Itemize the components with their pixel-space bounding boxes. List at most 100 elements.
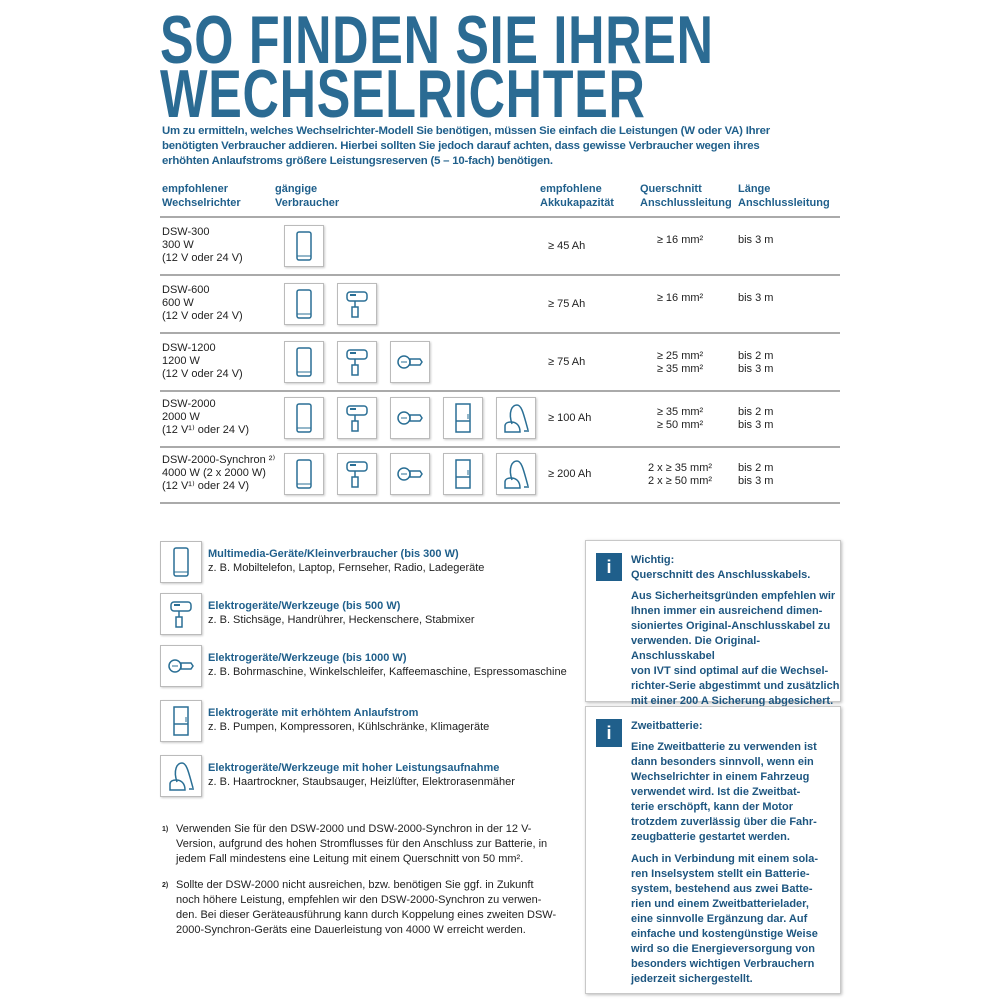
table-divider <box>160 274 840 276</box>
phone-icon <box>284 225 324 267</box>
page-title-line-2: WECHSELRICHTER <box>160 56 646 132</box>
table-row: DSW-1200 1200 W (12 V oder 24 V) ≥ 75 Ah ≥ 2… <box>160 336 840 390</box>
cable-length: bis 3 m <box>738 234 774 246</box>
model-power: 300 W <box>162 239 194 251</box>
model-name: DSW-2000 <box>162 398 216 410</box>
cable-cross-section: 2 x ≥ 35 mm² 2 x ≥ 50 mm² <box>647 462 713 487</box>
info-box-paragraph: Auch in Verbindung mit einem sola- ren I… <box>631 853 819 985</box>
consumer-icons <box>284 283 377 325</box>
fridge-icon <box>443 453 483 495</box>
page-title-line-1: SO FINDEN SIE IHREN <box>160 2 714 78</box>
vacuum-icon <box>160 755 202 797</box>
phone-icon <box>284 453 324 495</box>
legend-description: z. B. Bohrmaschine, Winkelschleifer, Kaf… <box>208 666 567 678</box>
header-length: Länge Anschlussleitung <box>738 183 830 209</box>
cable-length: bis 2 m bis 3 m <box>738 350 774 375</box>
phone-icon <box>284 341 324 383</box>
model-name: DSW-300 <box>162 226 210 238</box>
phone-icon <box>284 397 324 439</box>
battery-capacity: ≥ 45 Ah <box>548 240 586 252</box>
inverter-model: DSW-2000 2000 W (12 V¹⁾ oder 24 V) <box>162 398 249 437</box>
table-divider <box>160 446 840 448</box>
fridge-icon <box>160 700 202 742</box>
legend-description: z. B. Stichsäge, Handrührer, Heckenscher… <box>208 614 475 626</box>
vacuum-icon <box>496 453 536 495</box>
model-voltage: (12 V oder 24 V) <box>162 252 243 264</box>
info-box-heading: Wichtig: Querschnitt des Anschlusskabels… <box>631 554 811 581</box>
legend-title: Elektrogeräte mit erhöhtem Anlaufstrom <box>208 707 419 719</box>
inverter-model: DSW-2000-Synchron ²⁾ 4000 W (2 x 2000 W)(… <box>162 454 275 493</box>
intro-text: Um zu ermitteln, welches Wechselrichter-… <box>162 125 771 167</box>
battery-capacity: ≥ 200 Ah <box>548 468 592 480</box>
header-cross-section: Querschnitt Anschlussleitung <box>640 183 732 209</box>
fridge-icon <box>443 397 483 439</box>
vacuum-icon <box>496 397 536 439</box>
cable-cross-section: ≥ 16 mm² <box>656 292 704 304</box>
model-voltage: (12 V oder 24 V) <box>162 368 243 380</box>
consumer-icons <box>284 341 430 383</box>
table-row: DSW-300 300 W (12 V oder 24 V) ≥ 45 Ah ≥ 16 … <box>160 220 840 274</box>
mixer-icon <box>337 341 377 383</box>
phone-icon <box>160 541 202 583</box>
info-box-heading: Zweitbatterie: <box>631 720 703 732</box>
legend-title: Elektrogeräte/Werkzeuge mit hoher Leistu… <box>208 762 500 774</box>
info-box-paragraph: Eine Zweitbatterie zu verwenden ist dann… <box>631 741 817 843</box>
header-inverter: empfohlener Wechselrichter <box>162 183 241 209</box>
model-voltage: (12 V oder 24 V) <box>162 310 243 322</box>
info-icon: i <box>596 719 622 747</box>
legend-description: z. B. Pumpen, Kompressoren, Kühlschränke… <box>208 721 490 733</box>
footnote-marker: 2) <box>162 882 169 889</box>
model-power: 4000 W (2 x 2000 W) <box>162 467 266 479</box>
footnote-text: Verwenden Sie für den DSW-2000 und DSW-2… <box>176 823 548 865</box>
mixer-icon <box>160 593 202 635</box>
inverter-model: DSW-300 300 W (12 V oder 24 V) <box>162 226 243 265</box>
table-divider <box>160 502 840 504</box>
legend-description: z. B. Haartrockner, Staubsauger, Heizlüf… <box>208 776 515 788</box>
grinder-icon <box>390 397 430 439</box>
model-voltage: (12 V¹⁾ oder 24 V) <box>162 424 250 436</box>
grinder-icon <box>160 645 202 687</box>
header-consumers: gängige Verbraucher <box>275 183 340 209</box>
grinder-icon <box>390 453 430 495</box>
info-box-paragraph: Aus Sicherheitsgründen empfehlen wir Ihn… <box>631 590 840 707</box>
model-name: DSW-1200 <box>162 342 216 354</box>
grinder-icon <box>390 341 430 383</box>
cable-length: bis 2 m bis 3 m <box>738 406 774 431</box>
model-power: 1200 W <box>162 355 200 367</box>
cable-cross-section: ≥ 25 mm² ≥ 35 mm² <box>656 350 704 375</box>
cable-cross-section: ≥ 16 mm² <box>656 234 704 246</box>
model-power: 600 W <box>162 297 194 309</box>
table-row: DSW-600 600 W (12 V oder 24 V) ≥ 75 Ah ≥ 16 … <box>160 278 840 332</box>
table-divider <box>160 332 840 334</box>
inverter-model: DSW-600 600 W (12 V oder 24 V) <box>162 284 243 323</box>
model-voltage: (12 V¹⁾ oder 24 V) <box>162 480 250 492</box>
legend-title: Elektrogeräte/Werkzeuge (bis 1000 W) <box>208 652 407 664</box>
battery-capacity: ≥ 75 Ah <box>548 356 586 368</box>
info-icon: i <box>596 553 622 581</box>
footnote-marker: 1) <box>162 826 169 833</box>
consumer-icons <box>284 453 536 495</box>
footnote: 2) Sollte der DSW-2000 nicht ausreichen, … <box>162 878 562 938</box>
legend-title: Elektrogeräte/Werkzeuge (bis 500 W) <box>208 600 401 612</box>
table-row: DSW-2000-Synchron ²⁾ 4000 W (2 x 2000 W)(… <box>160 448 840 502</box>
table-row: DSW-2000 2000 W (12 V¹⁾ oder 24 V) ≥ 100 Ah… <box>160 392 840 446</box>
footnote-text: Sollte der DSW-2000 nicht ausreichen, bz… <box>176 879 557 936</box>
inverter-model: DSW-1200 1200 W (12 V oder 24 V) <box>162 342 243 381</box>
mixer-icon <box>337 453 377 495</box>
consumer-icons <box>284 225 324 267</box>
legend-title: Multimedia-Geräte/Kleinverbraucher (bis … <box>208 548 459 560</box>
cable-length: bis 2 m bis 3 m <box>738 462 774 487</box>
legend-description: z. B. Mobiltelefon, Laptop, Fernseher, R… <box>208 562 485 574</box>
model-name: DSW-2000-Synchron ²⁾ <box>162 454 276 466</box>
info-box: i Zweitbatterie: Eine Zweitbatterie zu ver… <box>585 706 841 994</box>
model-power: 2000 W <box>162 411 200 423</box>
header-capacity: empfohlene Akkukapazität <box>540 183 614 209</box>
table-divider <box>160 390 840 392</box>
info-box: i Wichtig: Querschnitt des Anschlusskabel… <box>585 540 841 707</box>
cable-cross-section: ≥ 35 mm² ≥ 50 mm² <box>656 406 704 431</box>
phone-icon <box>284 283 324 325</box>
battery-capacity: ≥ 75 Ah <box>548 298 586 310</box>
footnote: 1) Verwenden Sie für den DSW-2000 und DSW… <box>162 822 562 867</box>
mixer-icon <box>337 397 377 439</box>
